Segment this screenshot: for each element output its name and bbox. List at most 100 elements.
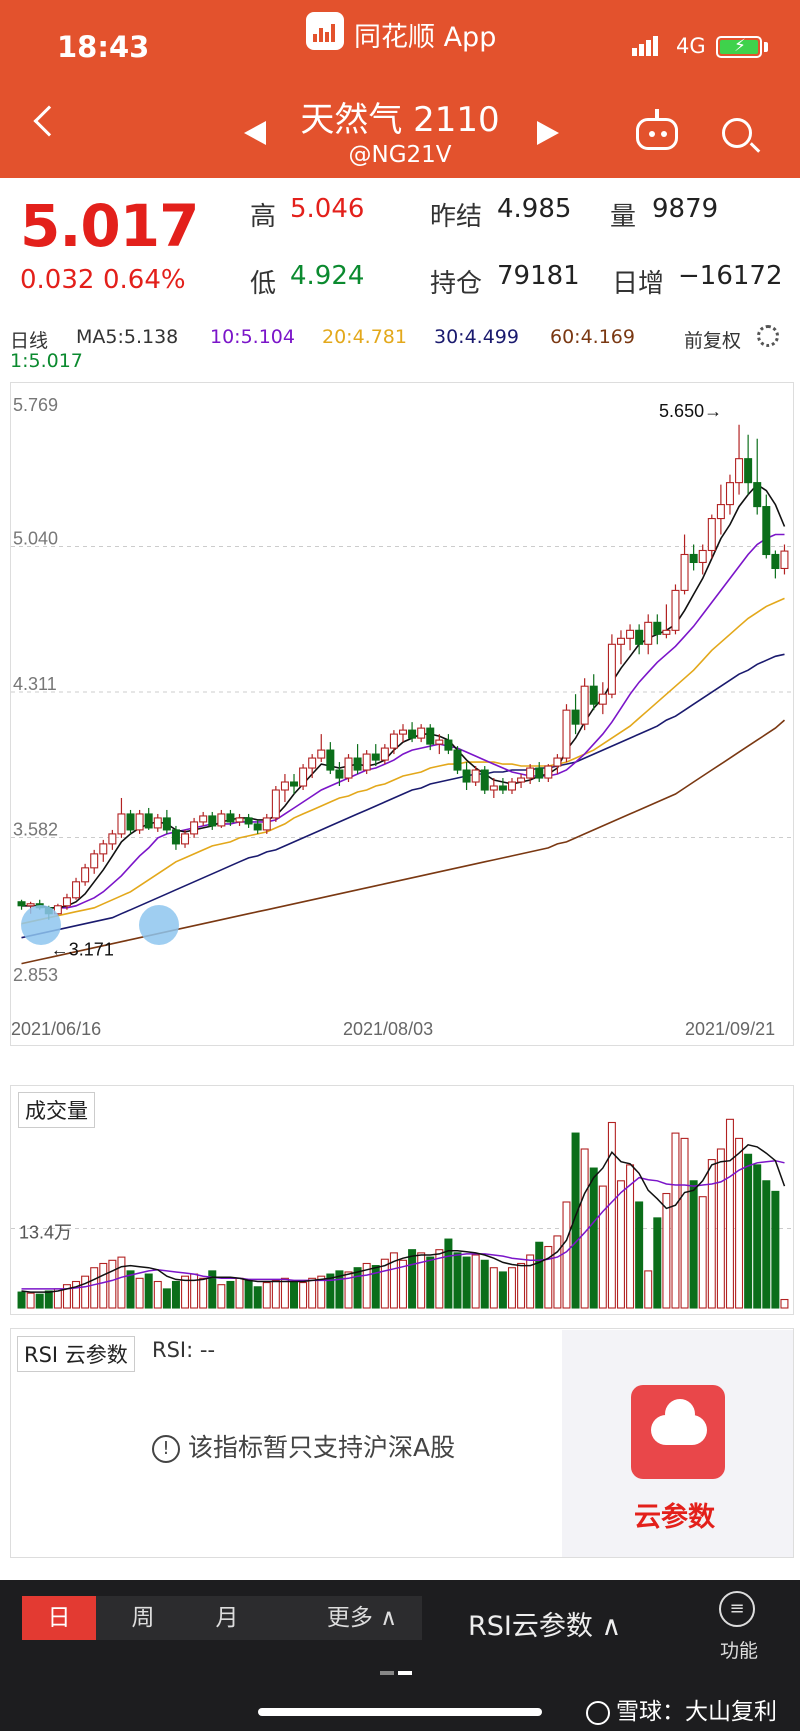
open-interest-label: 持仓: [430, 269, 483, 299]
volume-bar: [680, 1137, 689, 1309]
volume-tick-label: 13.4万: [19, 1223, 72, 1243]
candle-body: [244, 817, 253, 825]
volume-svg: 13.4万: [11, 1118, 795, 1309]
back-button[interactable]: [33, 105, 65, 137]
volume-bar: [226, 1280, 235, 1309]
ma30-value: 30:4.499: [434, 326, 519, 348]
settings-gear-icon[interactable]: [757, 325, 779, 347]
period-label[interactable]: 日线: [10, 330, 49, 352]
candle-body: [616, 637, 625, 645]
volume-bar: [244, 1279, 253, 1309]
candle-body: [53, 905, 62, 915]
volume-bar: [162, 1288, 171, 1309]
period-tabs: 日 周 月 更多 ∧: [22, 1596, 422, 1640]
cloud-param-label[interactable]: 云参数: [634, 1502, 715, 1533]
candle-body: [598, 693, 607, 705]
candle-body: [607, 643, 616, 695]
top-bar: 18:43 同花顺 App 4G ⚡ 天然气 2110 @NG21V: [0, 0, 800, 178]
volume-bar: [653, 1217, 662, 1309]
volume-bar: [317, 1275, 326, 1309]
volume-bar: [117, 1256, 126, 1309]
volume-bar: [607, 1121, 616, 1309]
ma30-line: [21, 653, 785, 939]
volume-chart[interactable]: 13.4万 成交量: [10, 1085, 795, 1315]
volume-bar: [780, 1298, 789, 1309]
volume-bar: [72, 1280, 81, 1309]
volume-bar: [435, 1249, 444, 1309]
candle-body: [444, 739, 453, 751]
volume-bar: [598, 1185, 607, 1309]
candle-body: [162, 817, 171, 831]
collapse-button: [21, 905, 61, 945]
candle-body: [744, 458, 753, 484]
app-logo-icon: [306, 12, 344, 50]
candle-body: [526, 767, 535, 779]
volume-bar: [562, 1201, 571, 1309]
volume-bar: [190, 1273, 199, 1309]
volume-bar: [662, 1192, 671, 1309]
candle-body: [689, 553, 698, 564]
candle-body: [771, 553, 780, 570]
previous-contract-button[interactable]: [244, 121, 266, 145]
adjust-mode[interactable]: 前复权: [684, 330, 742, 352]
y-tick-label: 4.311: [13, 674, 57, 694]
menu-icon[interactable]: ≡: [719, 1591, 755, 1627]
candle-body: [644, 621, 653, 645]
function-label[interactable]: 功能: [720, 1640, 759, 1662]
app-title: 同花顺 App: [354, 22, 497, 53]
candle-body: [217, 813, 226, 827]
volume-bar: [153, 1280, 162, 1309]
candle-body: [698, 549, 707, 564]
x-tick-label: 2021/06/16: [11, 1019, 101, 1039]
search-icon[interactable]: [722, 118, 752, 148]
tab-week[interactable]: 周: [131, 1605, 155, 1631]
rsi-label[interactable]: RSI 云参数: [17, 1336, 135, 1372]
volume-bar: [580, 1148, 589, 1309]
y-tick-label: 5.769: [13, 395, 58, 415]
volume-bar: [635, 1201, 644, 1309]
volume-bar: [535, 1241, 544, 1309]
candle-body: [344, 757, 353, 779]
volume-bar: [35, 1293, 44, 1309]
home-indicator[interactable]: [258, 1708, 542, 1716]
candle-body: [126, 813, 135, 831]
candle-body: [435, 739, 444, 745]
volume-bar: [444, 1238, 453, 1309]
next-contract-button[interactable]: [537, 121, 559, 145]
volume-bar: [526, 1254, 535, 1309]
volume-bar: [553, 1235, 562, 1309]
volume-label: 量: [610, 202, 637, 232]
candle-body: [626, 629, 635, 639]
volume-bar: [362, 1262, 371, 1309]
candle-body: [353, 757, 362, 771]
ma10-value: 10:5.104: [210, 326, 295, 348]
y-tick-label: 5.040: [13, 529, 58, 549]
volume-label[interactable]: 成交量: [18, 1092, 95, 1128]
kline-chart[interactable]: 5.769 5.040 4.311 3.582 2.853 5.650→ ←3.171 202…: [10, 382, 795, 1046]
volume-bar: [171, 1280, 180, 1309]
tab-more[interactable]: 更多 ∧: [326, 1605, 398, 1631]
volume-bar: [217, 1284, 226, 1309]
battery-icon: ⚡: [716, 36, 762, 58]
robot-assistant-icon[interactable]: [636, 109, 678, 150]
volume-bar: [253, 1286, 262, 1309]
x-tick-label: 2021/09/21: [685, 1019, 775, 1039]
candle-body: [735, 458, 744, 484]
cloud-param-button[interactable]: [631, 1385, 725, 1479]
volume-bar: [616, 1180, 625, 1309]
ma60-value: 60:4.169: [550, 326, 635, 348]
candle-body: [780, 550, 789, 570]
volume-bar: [725, 1118, 734, 1309]
volume-bar: [753, 1164, 762, 1309]
indicator-selector[interactable]: RSI云参数 ∧: [468, 1611, 622, 1642]
volume-bar: [144, 1273, 153, 1309]
candle-body: [135, 813, 144, 831]
tab-month[interactable]: 月: [215, 1605, 239, 1631]
volume-bar: [299, 1282, 308, 1309]
high-annotation: 5.650→: [659, 401, 722, 421]
candle-body: [262, 817, 271, 831]
volume-bar: [489, 1267, 498, 1309]
tab-day[interactable]: 日: [22, 1596, 96, 1640]
candle-body: [489, 785, 498, 791]
rsi-value: RSI: --: [152, 1338, 216, 1362]
